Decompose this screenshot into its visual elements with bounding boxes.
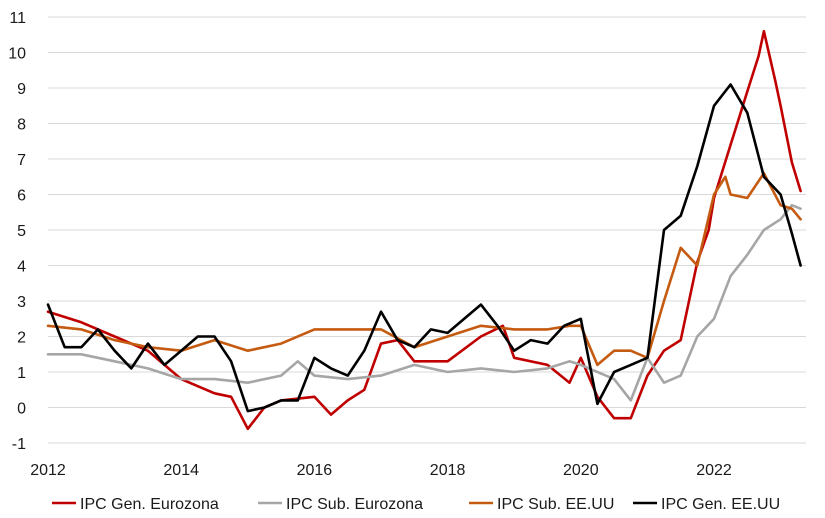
x-tick-label: 2020	[563, 462, 599, 479]
y-tick-label: 9	[17, 81, 26, 98]
y-tick-label: 4	[17, 259, 26, 276]
grid-lines	[48, 16, 806, 444]
y-tick-label: 10	[8, 46, 26, 63]
y-tick-label: 8	[17, 117, 26, 134]
legend-label: IPC Gen. Eurozona	[80, 496, 219, 513]
x-axis-tick-labels: 2012 2014 2016 2018 2020 2022	[30, 462, 732, 479]
x-tick-label: 2016	[297, 462, 333, 479]
y-tick-label: 7	[17, 152, 26, 169]
x-tick-label: 2014	[163, 462, 199, 479]
legend-label: IPC Sub. Eurozona	[286, 496, 423, 513]
legend: IPC Gen. Eurozona IPC Sub. Eurozona IPC Su…	[52, 496, 780, 513]
y-axis-tick-labels: -1 0 1 2 3 4 5 6 7 8 9 10 11	[8, 10, 26, 453]
y-tick-label: 11	[9, 10, 26, 27]
y-tick-label: 2	[17, 330, 26, 347]
y-tick-label: -1	[12, 436, 26, 453]
series-line-1	[46, 203, 802, 402]
x-tick-label: 2012	[30, 462, 66, 479]
y-tick-label: 5	[17, 223, 26, 240]
y-tick-label: 3	[17, 294, 26, 311]
y-tick-label: 0	[17, 401, 26, 418]
legend-label: IPC Gen. EE.UU	[661, 496, 780, 513]
series-lines	[46, 29, 802, 431]
series-line-2	[46, 171, 802, 367]
y-tick-label: 6	[17, 188, 26, 205]
x-tick-label: 2018	[430, 462, 466, 479]
x-tick-label: 2022	[696, 462, 732, 479]
series-line-0	[46, 29, 802, 431]
legend-label: IPC Sub. EE.UU	[497, 496, 614, 513]
series-line-3	[46, 83, 802, 413]
y-tick-label: 1	[17, 365, 26, 382]
